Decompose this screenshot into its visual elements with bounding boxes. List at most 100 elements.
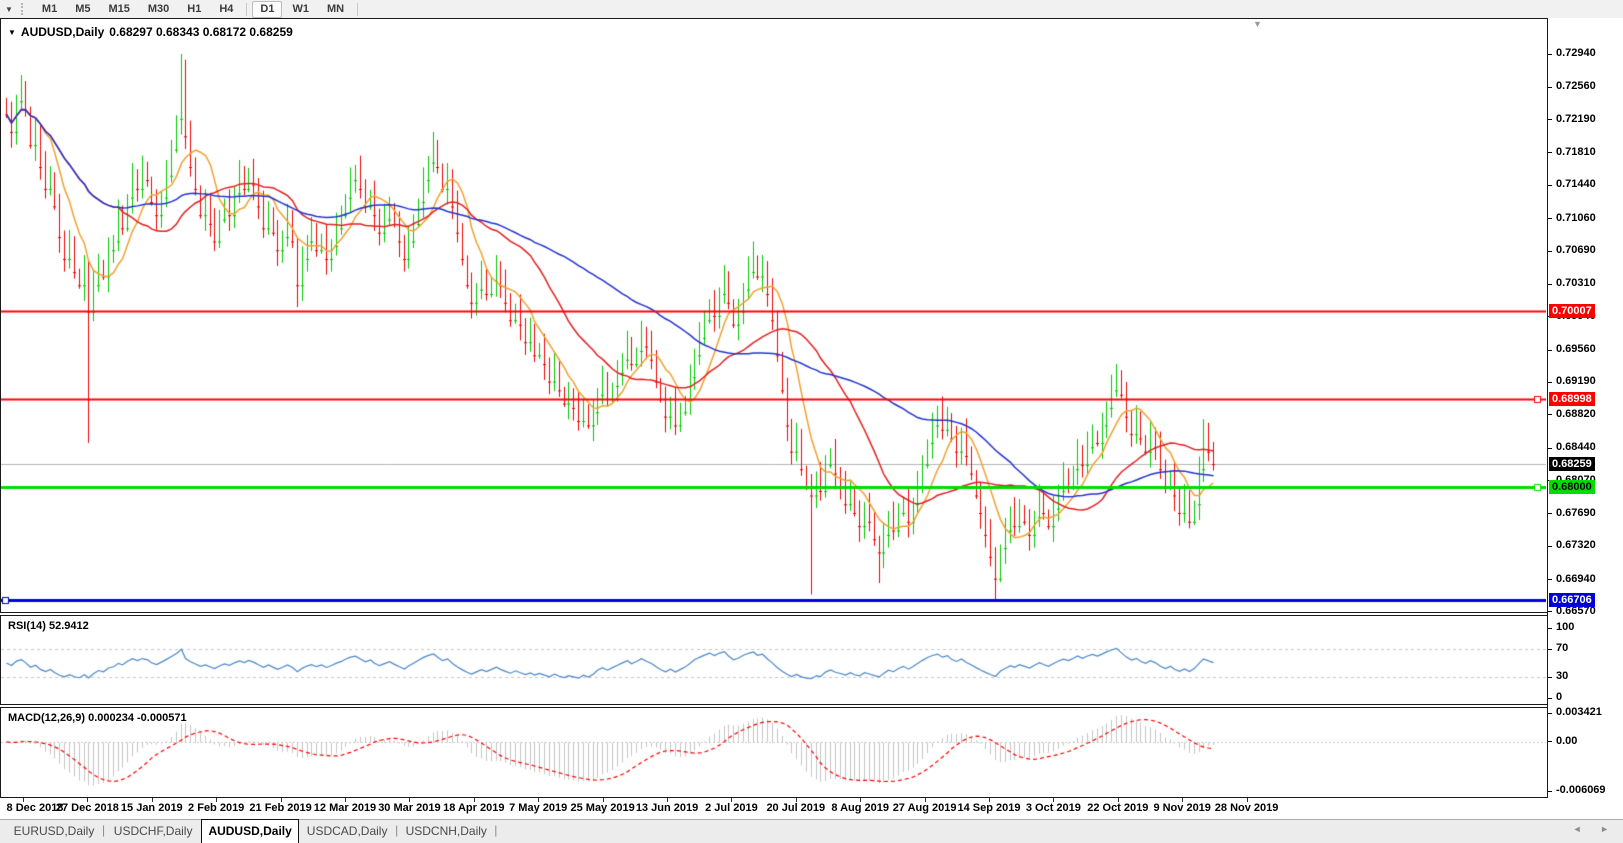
toolbar-drag-grip[interactable] xyxy=(20,3,26,15)
price-axis[interactable]: 0.72940 0.72560 0.72190 0.71810 0.71440 0.710… xyxy=(1547,18,1623,798)
date-tick-label: 2 Jul 2019 xyxy=(705,802,758,814)
price-tick-mark xyxy=(1548,283,1552,285)
macd-tick-mark xyxy=(1548,741,1552,743)
price-tick-label: 0.70690 xyxy=(1556,244,1596,257)
price-chart-canvas[interactable] xyxy=(1,19,1546,612)
macd-tick-label: -0.006069 xyxy=(1556,784,1606,796)
date-tick-mark xyxy=(1053,798,1055,802)
date-axis[interactable]: 8 Dec 2018 27 Dec 2018 15 Jan 2019 2 Feb 20… xyxy=(0,798,1547,818)
price-tick-mark xyxy=(1548,611,1552,613)
date-tick-mark xyxy=(87,798,89,802)
tab-scroll-right-icon[interactable]: ► xyxy=(1600,824,1617,834)
price-tick-label: 0.71060 xyxy=(1556,211,1596,224)
price-line-badge: 0.68000 xyxy=(1549,479,1595,494)
price-tick-label: 0.70310 xyxy=(1556,277,1596,290)
timeframe-button-w1[interactable]: W1 xyxy=(292,2,309,15)
rsi-tick-label: 0 xyxy=(1556,691,1563,703)
date-tick-mark xyxy=(667,798,668,802)
price-tick-mark xyxy=(1548,152,1552,154)
price-tick-mark xyxy=(1548,447,1552,449)
date-tick-label: 28 Nov 2019 xyxy=(1214,802,1279,814)
chart-tab-bar: EURUSD,Daily | USDCHF,Daily AUDUSD,Daily USD… xyxy=(0,819,1623,843)
timeframe-button-m5[interactable]: M5 xyxy=(75,2,91,15)
tab-scroll-arrows: ◄ ► xyxy=(1573,824,1617,834)
symbol-tab-audusd[interactable]: AUDUSD,Daily xyxy=(201,819,300,843)
timeframe-button-m1[interactable]: M1 xyxy=(41,2,58,15)
collapse-chart-icon[interactable]: ▼ xyxy=(8,27,16,37)
price-tick-label: 0.69190 xyxy=(1556,375,1596,388)
symbol-tab-eurusd[interactable]: EURUSD,Daily xyxy=(13,824,95,838)
symbol-period-label: AUDUSD,Daily xyxy=(20,25,105,39)
date-tick-mark xyxy=(345,798,346,802)
price-tick-mark xyxy=(1548,513,1552,515)
price-tick-label: 0.72940 xyxy=(1556,47,1596,59)
timeframe-button-m30[interactable]: M30 xyxy=(147,2,170,15)
timeframe-button-m15[interactable]: M15 xyxy=(108,2,130,15)
rsi-tick-mark xyxy=(1548,627,1552,629)
date-tick-label: 3 Oct 2019 xyxy=(1025,802,1081,814)
price-tick-mark xyxy=(1548,119,1552,121)
macd-canvas[interactable] xyxy=(1,708,1546,797)
price-tick-label: 0.71810 xyxy=(1556,145,1596,158)
price-tick-mark xyxy=(1548,53,1552,55)
chart-title: ▼ AUDUSD,Daily 0.68297 0.68343 0.68172 0… xyxy=(8,25,293,39)
symbol-tab-usdcnh[interactable]: USDCNH,Daily xyxy=(405,824,487,838)
tab-separator: | xyxy=(102,823,106,837)
date-tick-label: 30 Mar 2019 xyxy=(378,802,441,814)
chart-shift-marker-icon[interactable]: ▼ xyxy=(1253,19,1262,29)
price-tick-mark xyxy=(1548,184,1552,186)
macd-tick-label: 0.00 xyxy=(1556,734,1578,747)
rsi-canvas[interactable] xyxy=(1,616,1546,704)
date-tick-mark xyxy=(538,798,540,802)
date-tick-label: 13 Jun 2019 xyxy=(635,802,699,814)
date-tick-label: 9 Nov 2019 xyxy=(1153,802,1211,814)
timeframe-button-h4[interactable]: H4 xyxy=(219,2,234,15)
rsi-tick-label: 100 xyxy=(1556,621,1575,633)
date-tick-label: 7 May 2019 xyxy=(509,802,568,814)
timeframe-button-h1[interactable]: H1 xyxy=(187,2,202,15)
macd-label: MACD(12,26,9) 0.000234 -0.000571 xyxy=(8,712,187,724)
date-tick-mark xyxy=(23,798,24,802)
price-pane: ▼ AUDUSD,Daily 0.68297 0.68343 0.68172 0… xyxy=(0,18,1547,613)
timeframe-buttons: M1 M5 M15 M30 H1 H4 D1 W1 MN xyxy=(33,0,362,18)
timeframe-button-d1[interactable]: D1 xyxy=(252,0,283,18)
date-tick-label: 14 Sep 2019 xyxy=(957,802,1021,814)
macd-pane: MACD(12,26,9) 0.000234 -0.000571 xyxy=(0,707,1547,798)
rsi-pane: RSI(14) 52.9412 xyxy=(0,615,1547,705)
date-tick-mark xyxy=(473,798,475,802)
chart-menu-dropdown-icon[interactable]: ▼ xyxy=(5,4,13,14)
date-tick-label: 27 Aug 2019 xyxy=(892,802,957,814)
date-tick-label: 8 Aug 2019 xyxy=(831,802,890,814)
price-tick-label: 0.68820 xyxy=(1556,407,1596,420)
date-tick-label: 25 May 2019 xyxy=(570,802,635,814)
date-tick-mark xyxy=(1246,798,1248,802)
price-tick-label: 0.69560 xyxy=(1556,343,1596,356)
symbol-tab-usdchf[interactable]: USDCHF,Daily xyxy=(113,824,193,838)
macd-tick-mark xyxy=(1548,790,1552,792)
date-tick-mark xyxy=(409,798,411,802)
price-tick-mark xyxy=(1548,218,1552,220)
price-tick-mark xyxy=(1548,414,1552,416)
price-line-badge: 0.70007 xyxy=(1549,303,1595,318)
date-tick-label: 15 Jan 2019 xyxy=(120,802,183,814)
date-tick-label: 20 Jul 2019 xyxy=(766,802,826,814)
price-tick-label: 0.67690 xyxy=(1556,506,1596,519)
date-tick-label: 18 Apr 2019 xyxy=(443,802,505,814)
date-tick-mark xyxy=(602,798,604,802)
symbol-tab-usdcad[interactable]: USDCAD,Daily xyxy=(306,824,388,838)
date-tick-mark xyxy=(280,798,282,802)
price-tick-mark xyxy=(1548,349,1552,351)
tab-separator: | xyxy=(494,823,498,837)
price-tick-label: 0.72560 xyxy=(1556,80,1596,93)
price-tick-label: 0.66940 xyxy=(1556,572,1596,585)
price-tick-mark xyxy=(1548,381,1552,383)
price-tick-label: 0.68440 xyxy=(1556,441,1596,454)
timeframe-button-mn[interactable]: MN xyxy=(326,2,345,15)
date-tick-mark xyxy=(1182,798,1184,802)
date-tick-mark xyxy=(795,798,797,802)
tab-separator: | xyxy=(395,823,399,837)
date-tick-mark xyxy=(1117,798,1119,802)
tab-scroll-left-icon[interactable]: ◄ xyxy=(1572,824,1590,834)
rsi-tick-label: 30 xyxy=(1556,670,1569,682)
